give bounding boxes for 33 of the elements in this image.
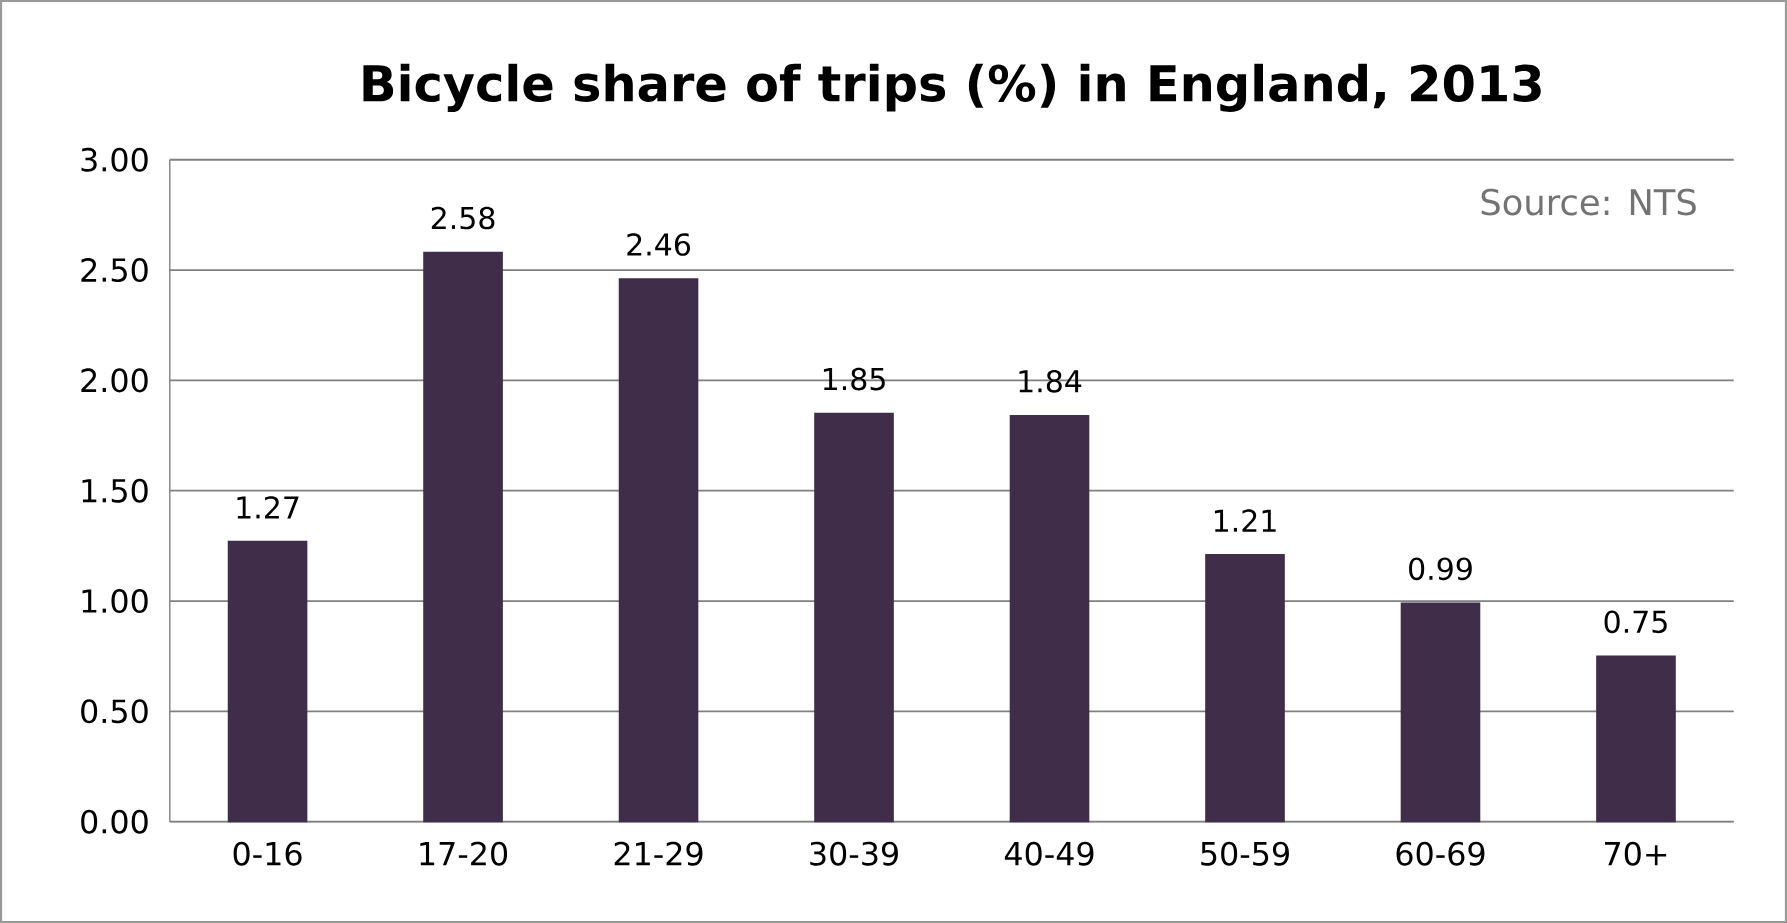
bar — [423, 251, 503, 823]
y-tick-label: 2.00 — [81, 368, 148, 393]
data-label: 1.85 — [823, 367, 885, 391]
x-tick-label: 0-16 — [233, 841, 302, 866]
y-tick-label: 1.50 — [82, 478, 148, 503]
x-tick-label: 17-20 — [420, 841, 508, 866]
x-tick-label: 40-49 — [1004, 841, 1094, 866]
data-label: 1.27 — [237, 496, 299, 519]
annotation: Source: NTS — [1481, 188, 1696, 216]
x-tick-label: 30-39 — [810, 841, 898, 866]
y-tick-label: 2.50 — [81, 257, 148, 282]
data-label: 1.84 — [1019, 369, 1082, 393]
bar — [618, 278, 699, 823]
bar — [1009, 414, 1090, 823]
bar — [1596, 655, 1676, 823]
bar — [1205, 553, 1285, 823]
x-tick-label: 60-69 — [1396, 841, 1485, 866]
data-label: 0.75 — [1604, 610, 1667, 634]
data-label: 0.99 — [1409, 557, 1472, 581]
bar — [1400, 602, 1481, 823]
x-tick-label: 70+ — [1605, 841, 1667, 866]
data-label: 1.21 — [1214, 509, 1276, 532]
bar — [814, 412, 894, 823]
y-tick-label: 3.00 — [81, 147, 148, 172]
data-label: 2.58 — [431, 206, 495, 230]
chart-title: Bicycle share of trips (%) in England, 2013 — [363, 63, 1541, 112]
y-tick-label: 1.00 — [82, 588, 148, 613]
x-tick-label: 50-59 — [1201, 841, 1289, 866]
data-label: 2.46 — [627, 233, 691, 256]
bar — [227, 540, 308, 823]
y-tick-label: 0.00 — [81, 809, 148, 834]
x-tick-label: 21-29 — [614, 841, 703, 866]
y-tick-label: 0.50 — [81, 699, 148, 724]
